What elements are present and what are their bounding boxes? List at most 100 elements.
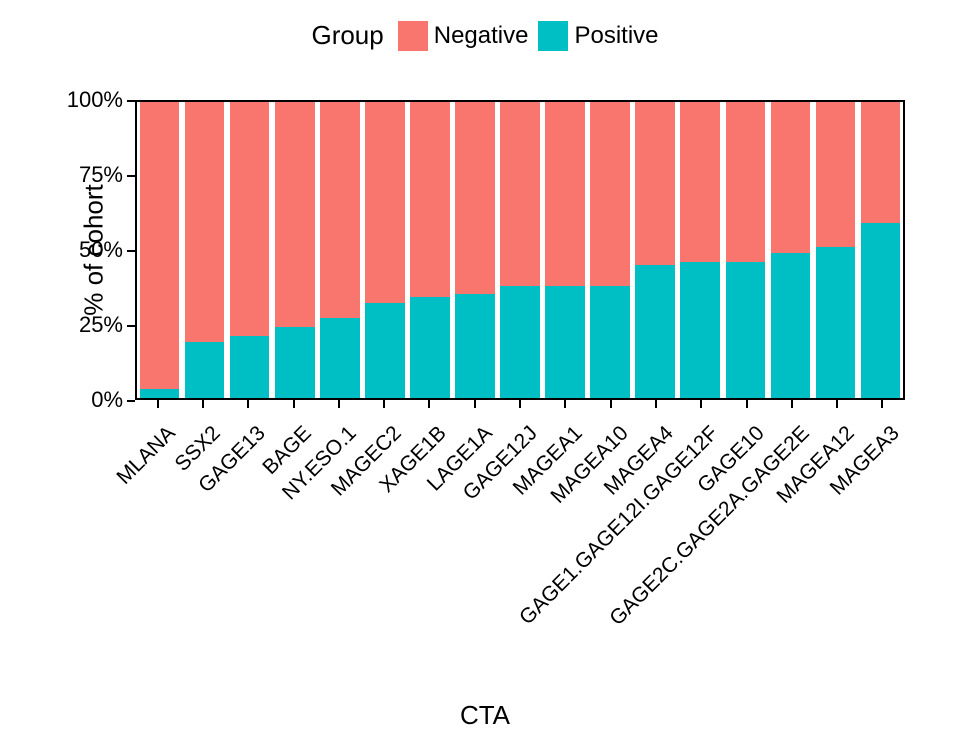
bar-slot [227, 102, 272, 398]
bar-slot [633, 102, 678, 398]
bar-slot [723, 102, 768, 398]
bar [771, 102, 811, 398]
bar [410, 102, 450, 398]
y-tick-mark [127, 100, 135, 102]
x-tick-mark [791, 400, 793, 408]
x-tick-slot [724, 400, 769, 410]
y-axis-ticks: 0% 25% 50% 75% 100% [75, 100, 135, 400]
x-tick-mark [247, 400, 249, 408]
y-tick-mark [127, 325, 135, 327]
legend-swatch-positive [538, 21, 568, 51]
bar-segment-negative [410, 102, 450, 297]
y-tick-label: 100% [67, 87, 123, 113]
bar-slot [813, 102, 858, 398]
bar-segment-positive [185, 342, 225, 398]
x-tick-slot [135, 400, 180, 410]
y-tick: 25% [127, 325, 135, 327]
x-tick-slot [814, 400, 859, 410]
bar-segment-negative [275, 102, 315, 327]
bar [365, 102, 405, 398]
x-tick-mark [836, 400, 838, 408]
x-tick-mark [881, 400, 883, 408]
y-tick: 0% [127, 400, 135, 402]
bar-segment-negative [365, 102, 405, 303]
x-tick-slot [361, 400, 406, 410]
legend-item-positive: Positive [538, 21, 658, 51]
bar-slot [543, 102, 588, 398]
x-tick-slot [407, 400, 452, 410]
bar [726, 102, 766, 398]
bar-segment-negative [500, 102, 540, 286]
bar [230, 102, 270, 398]
y-tick: 50% [127, 250, 135, 252]
bar-segment-negative [230, 102, 270, 336]
bar-segment-positive [771, 253, 811, 398]
x-tick-mark [519, 400, 521, 408]
bar [185, 102, 225, 398]
bar [680, 102, 720, 398]
bar-slot [452, 102, 497, 398]
bar-segment-negative [545, 102, 585, 286]
bar-segment-positive [455, 294, 495, 398]
bar-slot [588, 102, 633, 398]
bar-segment-negative [185, 102, 225, 342]
bar-segment-negative [680, 102, 720, 262]
bar-segment-negative [455, 102, 495, 294]
x-tick-slot [497, 400, 542, 410]
bar-segment-positive [590, 286, 630, 398]
x-tick-mark [610, 400, 612, 408]
bar-slot [768, 102, 813, 398]
x-tick-slot [769, 400, 814, 410]
bar-segment-positive [545, 286, 585, 398]
bar [455, 102, 495, 398]
y-tick-label: 50% [79, 237, 123, 263]
bar-segment-negative [816, 102, 856, 247]
x-tick-label: MLANA [112, 422, 180, 490]
legend-label-positive: Positive [574, 22, 658, 50]
legend-title: Group [311, 20, 383, 51]
x-tick-mark [428, 400, 430, 408]
x-tick-mark [202, 400, 204, 408]
x-axis-ticks [135, 400, 905, 410]
y-tick: 100% [127, 100, 135, 102]
bar-segment-negative [861, 102, 901, 223]
bar-segment-positive [140, 389, 180, 398]
bar-segment-positive [635, 265, 675, 398]
bar-slot [317, 102, 362, 398]
y-tick: 75% [127, 175, 135, 177]
bar-segment-positive [861, 223, 901, 398]
x-tick-mark [383, 400, 385, 408]
bar-segment-negative [320, 102, 360, 318]
y-tick-mark [127, 175, 135, 177]
x-tick-mark [157, 400, 159, 408]
y-tick-mark [127, 250, 135, 252]
x-tick-slot [180, 400, 225, 410]
x-tick-slot [633, 400, 678, 410]
bar [545, 102, 585, 398]
bar-segment-positive [365, 303, 405, 398]
y-tick-label: 0% [91, 387, 123, 413]
bar [816, 102, 856, 398]
bar [275, 102, 315, 398]
x-tick-mark [700, 400, 702, 408]
x-tick-mark [746, 400, 748, 408]
bar-segment-positive [726, 262, 766, 398]
bar-slot [407, 102, 452, 398]
bar-slot [137, 102, 182, 398]
legend-swatch-negative [398, 21, 428, 51]
bar-segment-negative [635, 102, 675, 265]
y-tick-label: 75% [79, 162, 123, 188]
bar-segment-positive [230, 336, 270, 398]
x-tick-mark [474, 400, 476, 408]
bar-segment-negative [771, 102, 811, 253]
y-tick-label: 25% [79, 312, 123, 338]
legend-item-negative: Negative [398, 21, 529, 51]
bar [635, 102, 675, 398]
bar-slot [362, 102, 407, 398]
bar-slot [182, 102, 227, 398]
x-tick-slot [452, 400, 497, 410]
bar-segment-positive [320, 318, 360, 398]
x-tick-mark [564, 400, 566, 408]
bar-segment-negative [590, 102, 630, 286]
bar-segment-positive [500, 286, 540, 398]
